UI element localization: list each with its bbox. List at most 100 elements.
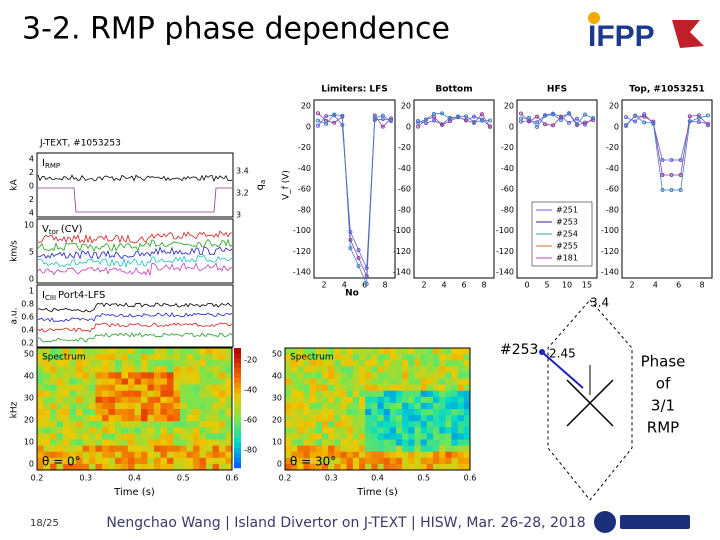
spectrum-cell: [147, 463, 155, 471]
spectrum-cell: [433, 354, 440, 361]
spectrum-cell: [63, 348, 70, 355]
y-tick-label: 20: [301, 102, 311, 111]
spectrum-cell: [134, 439, 142, 446]
profile-marker: [440, 122, 444, 127]
spectrum-cell: [37, 366, 44, 373]
spectrum-cell: [389, 433, 397, 440]
spectrum-cell: [147, 354, 155, 361]
spectrum-cell: [56, 378, 64, 385]
spectrum-cell: [426, 384, 434, 391]
spectrum-cell: [457, 360, 465, 367]
spectrum-cell: [147, 427, 155, 434]
x-axis-label: Time (s): [356, 487, 398, 498]
spectrum-cell: [396, 348, 403, 355]
spectrum-cell: [396, 421, 403, 428]
spectrum-cell: [297, 451, 304, 459]
spectrum-cell: [315, 463, 323, 471]
spectrum-cell: [303, 457, 310, 465]
spectrum-cell: [408, 433, 415, 440]
spectrum-cell: [50, 390, 57, 398]
spectrum-cell: [352, 396, 360, 404]
spectrum-cell: [154, 372, 161, 379]
spectrum-cell: [328, 433, 335, 440]
spectrum-cell: [82, 427, 90, 434]
spectrum-cell: [63, 354, 70, 361]
spectrum-cell: [457, 439, 465, 446]
spectrum-cell: [128, 366, 135, 373]
spectrum-cell: [186, 384, 194, 391]
spectrum-cell: [309, 409, 317, 416]
spectrum-cell: [167, 372, 174, 379]
spectrum-cell: [128, 445, 135, 452]
spectrum-frame: [284, 347, 471, 471]
spectrum-cell: [457, 433, 465, 440]
spectrum-cell: [206, 421, 213, 428]
spectrum-cell: [212, 427, 220, 434]
spectrum-cell: [365, 451, 372, 459]
spectrum-cell: [160, 445, 168, 452]
spectrum-cell: [297, 348, 304, 355]
spectrum-cell: [102, 457, 109, 465]
spectrum-cell: [225, 396, 233, 404]
spectrum-cell: [43, 390, 51, 398]
spectrum-cell: [95, 402, 103, 410]
spectrum-cell: [102, 384, 109, 391]
spectrum-cell: [309, 402, 317, 410]
spectrum-cell: [426, 390, 434, 398]
y-tick-label: -140: [601, 268, 619, 277]
logo-seal: [594, 511, 616, 533]
spectrum-cell: [147, 451, 155, 459]
spectrum-cell: [160, 409, 168, 416]
spectrum-cell: [414, 366, 421, 373]
spectrum-cell: [445, 439, 452, 446]
spectrum-cell: [377, 421, 384, 428]
x-tick-label: 0.4: [371, 474, 384, 483]
spectrum-cell: [219, 372, 226, 379]
spectrum-cell: [199, 445, 207, 452]
spectrum-cell: [199, 348, 207, 355]
spectrum-cell: [439, 421, 446, 428]
spectrum-cell: [346, 354, 354, 361]
y-tick-label: -80: [501, 205, 514, 214]
spectrum-cell: [37, 409, 44, 416]
spectrum-cell: [82, 354, 90, 361]
spectrum-cell: [102, 433, 109, 440]
spectrum-cell: [396, 415, 403, 422]
spectrum-cell: [180, 384, 187, 391]
y-tick-label: 2: [29, 168, 34, 177]
spectrum-cell: [328, 384, 335, 391]
spectrum-cell: [365, 463, 372, 471]
spectrum-cell: [303, 433, 310, 440]
spectrum-cell: [365, 366, 372, 373]
x-axis-label: Time (s): [113, 487, 155, 498]
spectrum-cell: [167, 402, 174, 410]
spectrum-cell: [352, 354, 360, 361]
spectrum-cell: [303, 354, 310, 361]
spectrum-cell: [285, 384, 292, 391]
spectrum-cell: [389, 402, 397, 410]
spectrum-cell: [463, 390, 471, 398]
spectrum-cell: [76, 372, 83, 379]
spectrum-cell: [219, 396, 226, 404]
spectrum-cell: [134, 451, 142, 459]
spectrum-cell: [451, 409, 458, 416]
spectrum-cell: [82, 421, 90, 428]
spectrum-cell: [334, 427, 341, 434]
colorbar-cell: [234, 368, 241, 374]
spectrum-cell: [291, 402, 298, 410]
spectrum-cell: [167, 415, 174, 422]
spectrum-cell: [154, 433, 161, 440]
spectrum-cell: [63, 433, 70, 440]
spectrum-cell: [359, 366, 366, 373]
y-tick-label: 0: [29, 182, 34, 191]
spectrum-cell: [383, 463, 391, 471]
spectrum-cell: [225, 409, 233, 416]
spectrum-cell: [315, 366, 323, 373]
y-tick-label: 4: [29, 155, 34, 164]
spectrum-cell: [315, 372, 323, 379]
spectrum-cell: [167, 348, 174, 355]
spectrum-cell: [389, 360, 397, 367]
spectrum-cell: [69, 433, 77, 440]
trace: [38, 254, 233, 269]
spectrum-cell: [95, 463, 103, 471]
